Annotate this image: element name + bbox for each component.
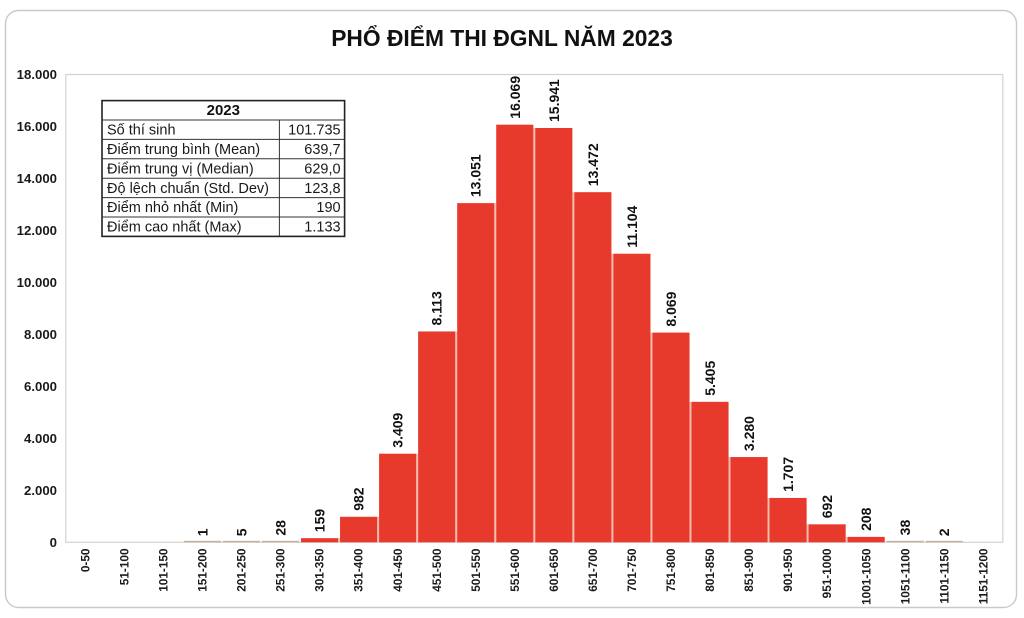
- svg-text:1051-1100: 1051-1100: [898, 548, 912, 604]
- svg-text:123,8: 123,8: [304, 181, 340, 197]
- svg-text:851-900: 851-900: [742, 548, 756, 592]
- svg-text:10.000: 10.000: [17, 275, 57, 290]
- svg-text:8.000: 8.000: [24, 327, 57, 342]
- svg-text:159: 159: [312, 509, 328, 533]
- svg-text:1.707: 1.707: [780, 457, 796, 492]
- svg-text:351-400: 351-400: [352, 548, 366, 592]
- svg-text:8.069: 8.069: [663, 291, 679, 326]
- svg-text:3.409: 3.409: [390, 412, 406, 447]
- svg-text:51-100: 51-100: [118, 548, 132, 585]
- svg-text:951-1000: 951-1000: [820, 548, 834, 598]
- svg-text:2.000: 2.000: [24, 483, 57, 498]
- svg-text:1001-1050: 1001-1050: [859, 548, 873, 605]
- svg-text:38: 38: [897, 520, 913, 536]
- svg-text:601-650: 601-650: [547, 548, 561, 592]
- svg-text:401-450: 401-450: [391, 548, 405, 592]
- svg-text:13.472: 13.472: [585, 143, 601, 186]
- svg-text:3.280: 3.280: [741, 416, 757, 451]
- svg-text:692: 692: [819, 495, 835, 519]
- svg-text:0: 0: [50, 535, 57, 550]
- svg-text:Điểm cao nhất (Max): Điểm cao nhất (Max): [107, 220, 242, 236]
- svg-text:101-150: 101-150: [157, 548, 171, 592]
- svg-text:651-700: 651-700: [586, 548, 600, 592]
- svg-text:2: 2: [936, 528, 952, 536]
- svg-text:Điểm nhỏ nhất (Min): Điểm nhỏ nhất (Min): [107, 200, 238, 216]
- svg-text:14.000: 14.000: [17, 171, 57, 186]
- svg-text:2023: 2023: [207, 102, 240, 119]
- svg-text:Độ lệch chuẩn (Std. Dev): Độ lệch chuẩn (Std. Dev): [107, 181, 269, 197]
- svg-text:101.735: 101.735: [288, 123, 340, 139]
- svg-text:201-250: 201-250: [235, 548, 249, 592]
- svg-text:Số thí sinh: Số thí sinh: [107, 123, 176, 139]
- svg-text:801-850: 801-850: [703, 548, 717, 592]
- svg-text:15.941: 15.941: [546, 79, 562, 122]
- svg-text:1.133: 1.133: [304, 220, 340, 236]
- svg-text:Điểm trung bình (Mean): Điểm trung bình (Mean): [107, 142, 260, 158]
- svg-text:5.405: 5.405: [702, 361, 718, 396]
- svg-text:629,0: 629,0: [304, 161, 340, 177]
- svg-text:Điểm trung vị (Median): Điểm trung vị (Median): [107, 161, 254, 177]
- svg-text:901-950: 901-950: [781, 548, 795, 592]
- svg-text:11.104: 11.104: [624, 205, 640, 247]
- svg-text:701-750: 701-750: [625, 548, 639, 592]
- svg-text:12.000: 12.000: [17, 223, 57, 238]
- svg-text:PHỔ ĐIỂM THI ĐGNL NĂM 2023: PHỔ ĐIỂM THI ĐGNL NĂM 2023: [331, 25, 673, 51]
- svg-text:208: 208: [858, 507, 874, 531]
- svg-text:451-500: 451-500: [430, 548, 444, 592]
- svg-text:151-200: 151-200: [196, 548, 210, 592]
- svg-text:5: 5: [234, 528, 250, 536]
- svg-text:301-350: 301-350: [313, 548, 327, 592]
- svg-text:251-300: 251-300: [274, 548, 288, 592]
- svg-text:190: 190: [316, 200, 340, 216]
- svg-text:0-50: 0-50: [78, 548, 92, 572]
- svg-text:4.000: 4.000: [24, 431, 57, 446]
- svg-text:13.051: 13.051: [468, 154, 484, 197]
- svg-text:1: 1: [194, 528, 210, 536]
- svg-text:982: 982: [351, 487, 367, 511]
- svg-text:8.113: 8.113: [429, 291, 445, 325]
- svg-text:1151-1200: 1151-1200: [976, 548, 990, 604]
- svg-text:501-550: 501-550: [469, 548, 483, 592]
- svg-text:28: 28: [273, 520, 289, 536]
- svg-text:18.000: 18.000: [17, 67, 57, 82]
- svg-text:16.069: 16.069: [507, 76, 523, 119]
- svg-text:639,7: 639,7: [304, 142, 340, 158]
- svg-text:16.000: 16.000: [17, 119, 57, 134]
- svg-text:751-800: 751-800: [664, 548, 678, 592]
- svg-text:6.000: 6.000: [24, 379, 57, 394]
- svg-text:551-600: 551-600: [508, 548, 522, 592]
- svg-text:1101-1150: 1101-1150: [937, 548, 951, 604]
